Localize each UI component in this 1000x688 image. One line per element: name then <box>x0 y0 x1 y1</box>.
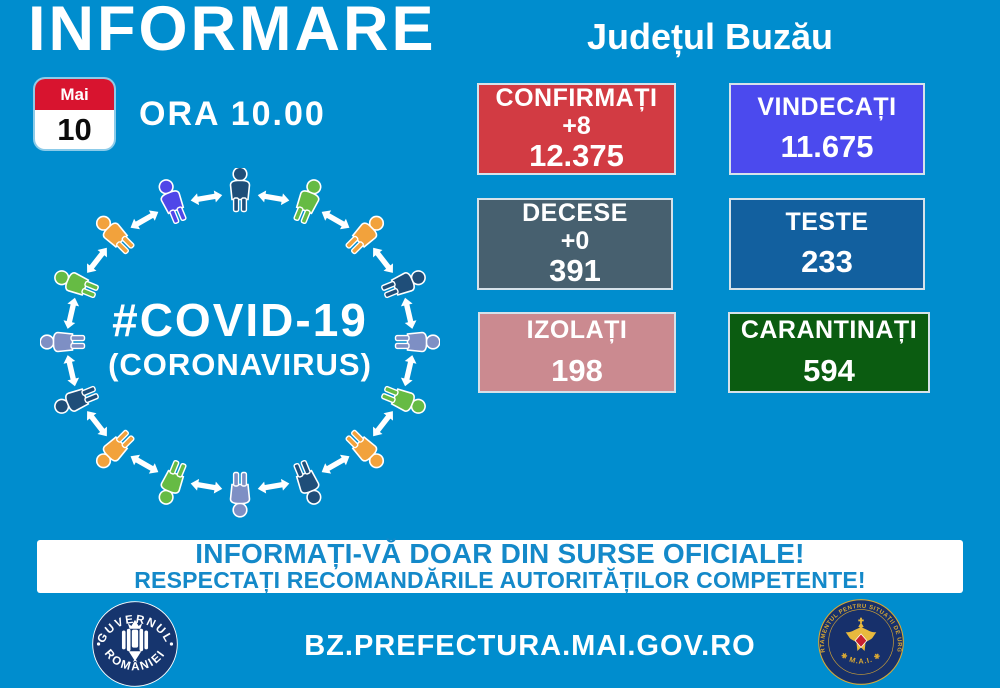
person-icon <box>158 179 187 225</box>
person-icon <box>229 168 251 213</box>
page-title: INFORMARE <box>28 0 437 64</box>
dsu-mai-seal-icon: DEPARTAMENTUL PENTRU SITUAȚII DE URGENȚĂ… <box>816 597 904 685</box>
person-icon <box>394 331 440 353</box>
double-arrow-icon <box>373 411 393 437</box>
stat-box-confirmati: CONFIRMAȚI +8 12.375 <box>477 83 676 175</box>
stat-label: DECESE <box>522 199 628 228</box>
double-arrow-icon <box>87 411 107 437</box>
person-icon <box>345 215 385 255</box>
person-icon <box>345 429 385 469</box>
stat-label: CARANTINAȚI <box>740 316 918 345</box>
double-arrow-icon <box>130 454 159 474</box>
gold-eagle-emblem-icon <box>845 617 877 651</box>
stat-box-vindecati: VINDECAȚI 11.675 <box>729 83 925 175</box>
covid-hashtag-text: #COVID-19 <box>112 294 368 346</box>
banner-line2: RESPECTAȚI RECOMANDĂRILE AUTORITĂȚILOR C… <box>134 567 866 594</box>
stat-value: 233 <box>801 244 853 280</box>
stat-delta: +0 <box>560 226 590 255</box>
calendar-day: 10 <box>57 111 92 147</box>
double-arrow-icon <box>130 210 159 230</box>
stat-box-carantinati: CARANTINAȚI 594 <box>728 312 930 393</box>
stat-value: 12.375 <box>529 137 624 173</box>
county-title: Județul Buzău <box>586 16 833 57</box>
double-arrow-icon <box>63 355 80 387</box>
double-arrow-icon <box>87 247 107 273</box>
double-arrow-icon <box>400 297 417 329</box>
guvernul-romaniei-seal-icon: GUVERNUL ROMÂNIEI <box>92 601 178 687</box>
person-icon <box>381 385 426 414</box>
double-arrow-icon <box>373 247 393 273</box>
stat-value: 594 <box>803 352 855 388</box>
stat-value: 198 <box>551 352 603 388</box>
calendar-icon: Mai 10 <box>35 79 114 149</box>
stat-label: VINDECAȚI <box>757 92 897 121</box>
stat-value: 11.675 <box>780 129 874 165</box>
double-arrow-icon <box>321 210 350 230</box>
person-icon <box>229 471 251 518</box>
double-arrow-icon <box>400 355 417 387</box>
banner-line1: INFORMAȚI-VĂ DOAR DIN SURSE OFICIALE! <box>195 537 805 569</box>
person-icon <box>158 459 187 505</box>
report-time: ORA 10.00 <box>139 95 326 133</box>
stat-box-izolati: IZOLAȚI 198 <box>478 312 676 393</box>
double-arrow-icon <box>321 454 350 474</box>
stat-delta: +8 <box>562 111 591 140</box>
double-arrow-icon <box>190 190 223 206</box>
double-arrow-icon <box>190 478 223 494</box>
stat-box-decese: DECESE +0 391 <box>477 198 673 290</box>
person-icon <box>95 429 135 469</box>
calendar-month: Mai <box>35 79 114 110</box>
double-arrow-icon <box>63 297 80 329</box>
covid-circle-diagram <box>40 168 440 518</box>
person-icon <box>54 385 99 414</box>
stat-label: IZOLAȚI <box>526 316 628 345</box>
official-sources-banner: INFORMAȚI-VĂ DOAR DIN SURSE OFICIALE! RE… <box>37 537 963 594</box>
stat-value: 391 <box>549 252 601 288</box>
coronavirus-text: (CORONAVIRUS) <box>108 347 372 382</box>
stat-box-teste: TESTE 233 <box>729 198 925 290</box>
double-arrow-icon <box>257 478 290 494</box>
person-icon <box>293 179 322 225</box>
person-icon <box>40 331 86 353</box>
double-arrow-icon <box>257 190 290 206</box>
person-icon <box>381 270 426 299</box>
person-icon <box>293 459 322 505</box>
stat-label: TESTE <box>785 207 869 236</box>
stat-label: CONFIRMAȚI <box>495 84 658 113</box>
person-icon <box>54 270 99 299</box>
person-icon <box>95 215 135 255</box>
eagle-emblem-icon <box>121 619 149 662</box>
prefecture-url: BZ.PREFECTURA.MAI.GOV.RO <box>304 630 756 662</box>
